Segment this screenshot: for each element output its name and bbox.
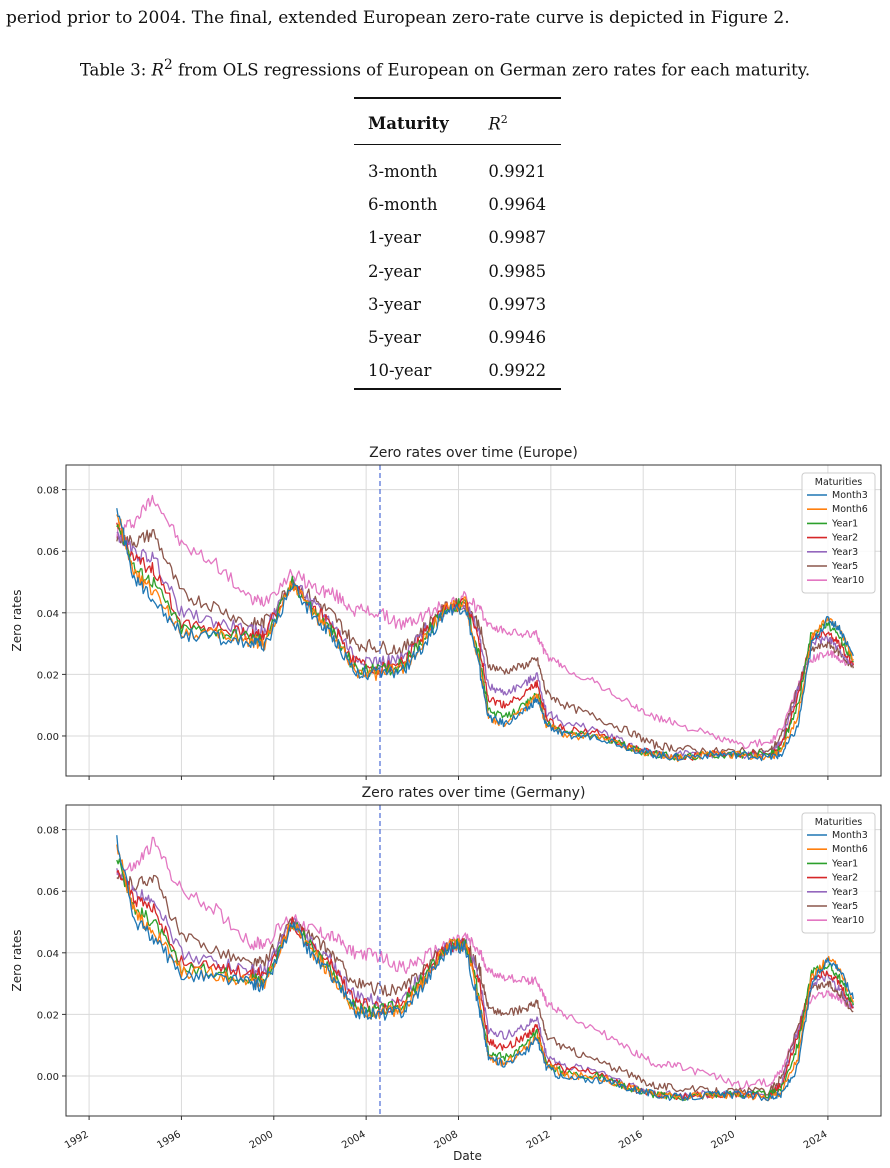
legend: Maturities Month3 Month6 Year1 Year2 Year3 Yea…: [801, 472, 876, 594]
y-axis-label: Zero rates: [10, 589, 24, 651]
maturity-cell: 3-year: [368, 294, 421, 314]
r2-cell: 0.9922: [488, 361, 547, 381]
x-tick-label: 2008: [432, 1129, 460, 1151]
chart-panel-2: Zero rates over time (Germany) 0.00 0.02 0.…: [10, 785, 882, 1163]
x-axis-label: Date: [453, 1149, 482, 1163]
x-tick-label: 2004: [340, 1129, 368, 1151]
table-row: 3-month 0.9921: [354, 144, 561, 188]
caption-r-symbol: R: [151, 60, 164, 80]
series-line-year5: [116, 873, 854, 1096]
r2-cell: 0.9946: [488, 328, 547, 348]
x-tick-label: 2000: [248, 1129, 276, 1151]
series-line-year10: [116, 836, 854, 1090]
legend-entry: Year5: [831, 561, 858, 572]
legend-entry: Month3: [832, 830, 868, 841]
legend-entry: Year5: [831, 901, 858, 912]
maturity-cell: 1-year: [368, 228, 421, 248]
x-tick-label: 1992: [63, 1129, 91, 1151]
y-tick-label: 0.06: [37, 547, 59, 558]
series-line-month3: [116, 508, 854, 762]
table-row: 6-month 0.9964: [354, 188, 561, 221]
series-line-year2: [116, 869, 854, 1101]
zero-rates-figure: Zero rates over time (Europe) 0.00 0.02 0.0…: [10, 445, 882, 1163]
col-header-r2: R2: [488, 113, 508, 134]
x-tick-label: 2012: [525, 1129, 553, 1151]
y-tick-label: 0.02: [37, 1010, 59, 1021]
legend-entry: Year1: [831, 858, 858, 869]
y-tick-label: 0.00: [37, 732, 59, 743]
x-tick-label: 2024: [802, 1129, 830, 1151]
legend: Maturities Month3 Month6 Year1 Year2 Year3 Yea…: [801, 812, 876, 934]
y-tick-label: 0.08: [37, 486, 59, 497]
legend-entry: Year2: [831, 533, 858, 544]
legend-title: Maturities: [815, 817, 863, 828]
legend-box: [801, 472, 876, 594]
chart-title: Zero rates over time (Europe): [369, 445, 578, 461]
plot-frame: [65, 804, 882, 1117]
table-row: 2-year 0.9985: [354, 254, 561, 287]
legend-entry: Year10: [831, 575, 864, 586]
legend-entry: Year10: [831, 915, 864, 926]
figure-zero-rates: Zero rates over time (Europe) 0.00 0.02 0.0…: [0, 440, 890, 1164]
legend-entry: Year2: [831, 873, 858, 884]
legend-entry: Month6: [832, 844, 868, 855]
x-tick-label: 2016: [617, 1129, 645, 1151]
y-tick-label: 0.00: [37, 1072, 59, 1083]
plot-frame: [65, 464, 882, 777]
legend-entry: Year3: [831, 547, 858, 558]
maturity-cell: 10-year: [368, 361, 432, 381]
x-tick-label: 2020: [710, 1129, 738, 1151]
table-row: 10-year 0.9922: [354, 354, 561, 389]
series-line-year3: [116, 868, 854, 1099]
series-line-year10: [116, 494, 854, 749]
intro-text: period prior to 2004. The final, extende…: [6, 8, 790, 28]
table-row: 1-year 0.9987: [354, 221, 561, 254]
chart-title: Zero rates over time (Germany): [362, 785, 586, 801]
caption-suffix: from OLS regressions of European on Germ…: [172, 60, 811, 80]
maturity-cell: 6-month: [368, 194, 438, 214]
col-header-maturity: Maturity: [368, 113, 449, 133]
y-tick-label: 0.04: [37, 949, 59, 960]
legend-title: Maturities: [815, 477, 863, 488]
y-tick-label: 0.02: [37, 670, 59, 681]
legend-entry: Month6: [832, 504, 868, 515]
caption-sup: 2: [163, 57, 173, 73]
r2-cell: 0.9964: [488, 194, 547, 214]
y-tick-label: 0.06: [37, 887, 59, 898]
table-row: 5-year 0.9946: [354, 321, 561, 354]
series-line-year3: [116, 530, 854, 760]
maturity-cell: 3-month: [368, 161, 438, 181]
series-line-year5: [116, 529, 854, 756]
r2-cell: 0.9973: [488, 294, 547, 314]
y-tick-label: 0.04: [37, 609, 59, 620]
maturity-cell: 2-year: [368, 261, 421, 281]
maturity-cell: 5-year: [368, 328, 421, 348]
series-line-year2: [116, 522, 854, 761]
legend-entry: Month3: [832, 490, 868, 501]
table-row: 3-year 0.9973: [354, 288, 561, 321]
table-caption: Table 3: R2 from OLS regressions of Euro…: [0, 57, 890, 80]
r2-cell: 0.9985: [488, 261, 547, 281]
r2-table: Maturity R2 3-month 0.9921 6-month 0.9964 1-…: [354, 97, 561, 390]
legend-entry: Year3: [831, 887, 858, 898]
chart-panel-1: Zero rates over time (Europe) 0.00 0.02 0.0…: [10, 445, 882, 780]
legend-box: [801, 812, 876, 934]
series-line-month3: [116, 835, 854, 1102]
caption-prefix: Table 3:: [79, 60, 152, 80]
y-axis-label: Zero rates: [10, 929, 24, 991]
x-tick-label: 1996: [155, 1129, 183, 1151]
r2-cell: 0.9987: [488, 228, 547, 248]
legend-entry: Year1: [831, 518, 858, 529]
y-tick-label: 0.08: [37, 826, 59, 837]
table-body: 3-month 0.9921 6-month 0.9964 1-year 0.9987 2-…: [354, 144, 561, 389]
r2-cell: 0.9921: [488, 161, 547, 181]
